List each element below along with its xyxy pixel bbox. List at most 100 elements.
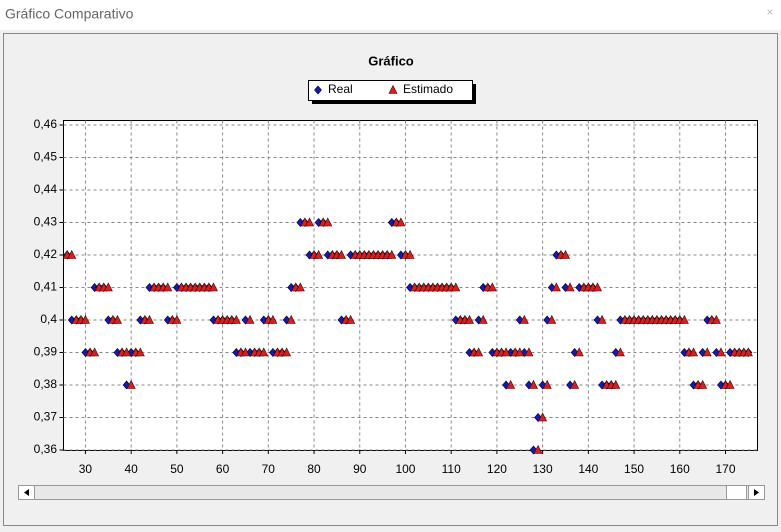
point	[543, 315, 552, 325]
scrollbar[interactable]	[18, 485, 765, 500]
legend-marker	[388, 84, 398, 94]
point	[304, 217, 314, 227]
x-tick-label: 80	[307, 462, 321, 476]
point	[208, 282, 218, 292]
window-title: Gráfico Comparativo	[5, 6, 134, 22]
point	[593, 282, 602, 292]
x-tick-label: 120	[487, 462, 507, 476]
x-tick-label: 100	[395, 462, 415, 476]
point	[295, 282, 305, 292]
point	[593, 315, 602, 325]
point	[245, 314, 255, 324]
point	[387, 249, 397, 259]
point	[542, 379, 552, 389]
y-tick-label: 0,42	[34, 247, 58, 261]
close-button[interactable]: ×	[766, 5, 773, 19]
point	[533, 444, 543, 454]
point	[122, 380, 131, 390]
point	[314, 249, 324, 259]
y-tick-label: 0,38	[34, 377, 58, 391]
point	[67, 249, 77, 259]
point	[515, 347, 525, 357]
point	[711, 314, 721, 324]
point	[474, 315, 483, 325]
point	[529, 445, 538, 455]
point	[172, 314, 182, 324]
point	[597, 314, 607, 324]
legend-label: Estimado	[403, 82, 453, 96]
point	[126, 379, 136, 389]
point	[336, 249, 346, 259]
point	[240, 347, 250, 357]
x-tick-label: 90	[353, 462, 367, 476]
x-tick-label: 130	[533, 462, 553, 476]
point	[259, 347, 269, 357]
x-tick-label: 30	[79, 462, 93, 476]
x-tick-label: 70	[262, 462, 276, 476]
y-tick-label: 0,36	[34, 442, 58, 456]
y-tick-label: 0,37	[34, 410, 58, 424]
point	[323, 217, 333, 227]
x-tick-label: 170	[715, 462, 735, 476]
x-tick-label: 60	[216, 462, 230, 476]
point	[524, 347, 534, 357]
legend-marker	[314, 85, 322, 95]
point	[716, 347, 726, 357]
point	[551, 282, 561, 292]
point	[574, 347, 584, 357]
point	[103, 282, 113, 292]
point	[560, 249, 570, 259]
x-tick-label: 160	[670, 462, 690, 476]
point	[519, 314, 529, 324]
point	[112, 314, 122, 324]
point	[405, 249, 415, 259]
point	[679, 314, 689, 324]
y-tick-label: 0,43	[34, 215, 58, 229]
point	[506, 379, 516, 389]
y-tick-label: 0,45	[34, 150, 58, 164]
scroll-right-arrow	[754, 489, 759, 496]
point	[144, 314, 154, 324]
chart-title: Gráfico	[368, 53, 414, 68]
point	[80, 314, 90, 324]
point	[565, 282, 575, 292]
point	[163, 282, 173, 292]
point	[547, 283, 556, 292]
point	[712, 348, 721, 357]
point	[502, 380, 510, 390]
point	[487, 282, 497, 292]
point	[525, 380, 533, 390]
x-tick-label: 140	[578, 462, 598, 476]
point	[135, 347, 145, 357]
point	[570, 379, 580, 389]
point	[566, 380, 574, 390]
point	[286, 314, 296, 324]
point	[122, 347, 132, 357]
point	[698, 379, 708, 389]
point	[268, 314, 278, 324]
point	[702, 347, 712, 357]
point	[464, 314, 474, 324]
scroll-left-arrow	[24, 489, 29, 496]
point	[478, 314, 488, 324]
y-tick-label: 0,41	[34, 280, 58, 294]
point	[231, 314, 241, 324]
point	[615, 347, 625, 357]
point	[501, 347, 511, 357]
point	[90, 347, 100, 357]
point	[282, 347, 292, 357]
title-bar	[0, 0, 781, 30]
point	[547, 314, 557, 324]
scroll-thumb[interactable]	[726, 485, 747, 500]
point	[474, 347, 484, 357]
point	[396, 217, 406, 227]
y-tick-label: 0,44	[34, 182, 58, 196]
point	[689, 347, 698, 357]
point	[743, 347, 753, 357]
y-tick-label: 0,39	[34, 345, 58, 359]
point	[241, 315, 250, 325]
point	[611, 379, 621, 389]
point	[570, 348, 579, 357]
